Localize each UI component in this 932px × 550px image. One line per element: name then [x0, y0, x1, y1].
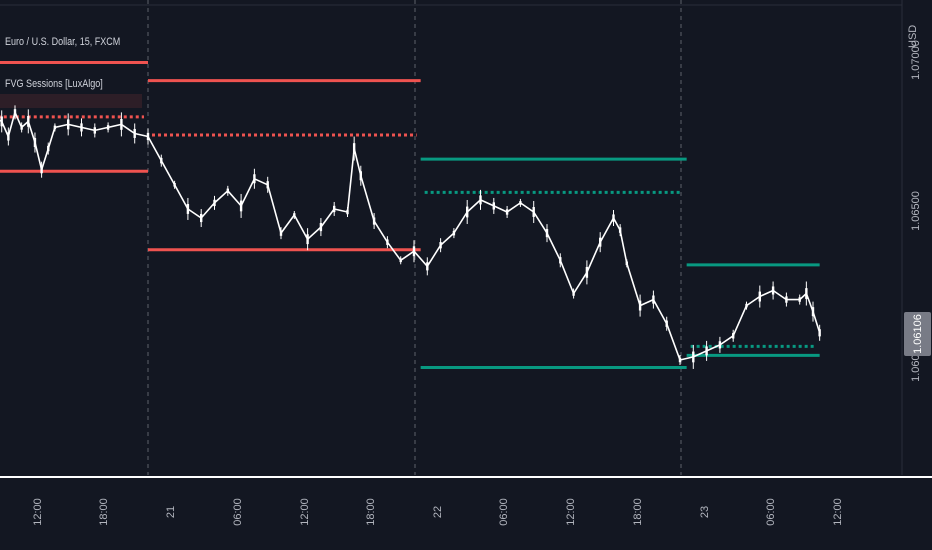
- candle-body: [279, 230, 283, 236]
- candle-body: [505, 209, 509, 215]
- candle-body: [692, 351, 695, 363]
- candle-body: [133, 128, 136, 138]
- day-separators: [0, 0, 902, 475]
- time-tick-label: 12:00: [32, 498, 44, 526]
- last-price-box: [904, 311, 931, 356]
- candle-body: [333, 205, 336, 213]
- candle-body: [33, 138, 37, 148]
- candle-body: [40, 166, 43, 174]
- time-tick-label: 22: [432, 506, 444, 518]
- price-tick-label: 1.07000: [910, 40, 922, 80]
- candle-body: [479, 195, 482, 205]
- candle-body: [612, 214, 615, 222]
- candle-body: [27, 115, 30, 127]
- candle-body: [160, 157, 163, 164]
- candle-body: [426, 262, 429, 271]
- candle-body: [818, 329, 821, 337]
- candle-body: [811, 307, 815, 317]
- candle-body: [771, 286, 775, 295]
- candle-body: [213, 199, 216, 207]
- time-tick-label: 18:00: [365, 498, 377, 526]
- fvg-session-levels: [0, 60, 820, 370]
- candle-body: [519, 201, 522, 205]
- candle-body: [638, 300, 642, 311]
- candle-body: [618, 227, 622, 233]
- candle-body: [745, 303, 748, 308]
- time-tick-label: 12:00: [565, 498, 577, 526]
- candle-body: [20, 125, 23, 130]
- time-tick-label: 21: [165, 506, 177, 518]
- candle-body: [439, 242, 442, 249]
- candle-body: [146, 132, 150, 141]
- candle-body: [466, 206, 469, 218]
- candle-body: [625, 261, 628, 266]
- candle-body: [399, 258, 402, 263]
- candle-body: [80, 123, 83, 132]
- candle-body: [532, 207, 535, 217]
- time-tick-label: 23: [699, 506, 711, 518]
- candle-body: [359, 171, 362, 181]
- candle-body: [319, 223, 323, 232]
- candle-body: [665, 320, 668, 327]
- candle-body: [293, 213, 296, 217]
- last-price-label: 1.06106: [912, 314, 924, 354]
- last-price-marker: 1.06106: [904, 311, 931, 356]
- session-1-fvg-box: [0, 94, 142, 108]
- candle-body: [186, 204, 190, 214]
- candle-body: [412, 246, 416, 257]
- candle-body: [253, 174, 256, 184]
- candle-body: [306, 234, 309, 245]
- candle-body: [13, 109, 17, 116]
- candle-body: [572, 291, 575, 296]
- candle-body: [785, 296, 788, 303]
- price-series: [0, 105, 821, 369]
- candle-body: [805, 288, 808, 299]
- time-tick-label: 06:00: [498, 498, 510, 526]
- candle-body: [372, 217, 376, 225]
- candle-body: [492, 202, 495, 210]
- candle-body: [705, 346, 708, 356]
- candle-body: [452, 230, 456, 236]
- candle-body: [106, 125, 110, 130]
- candle-body: [67, 119, 70, 130]
- candle-body: [47, 145, 50, 152]
- candle-body: [545, 229, 549, 238]
- candle-body: [346, 209, 349, 215]
- candle-body: [678, 357, 682, 363]
- candle-body: [93, 127, 96, 134]
- time-tick-label: 06:00: [765, 498, 777, 526]
- candle-body: [7, 132, 10, 141]
- time-tick-label: 18:00: [98, 498, 110, 526]
- time-tick-label: 06:00: [232, 498, 244, 526]
- time-tick-label: 12:00: [299, 498, 311, 526]
- candle-body: [559, 257, 562, 264]
- candle-body: [120, 119, 123, 130]
- candle-body: [386, 239, 389, 245]
- candle-body: [585, 266, 589, 278]
- candle-body: [200, 213, 203, 223]
- candle-body: [732, 333, 735, 339]
- time-tick-label: 12:00: [832, 498, 844, 526]
- candle-body: [173, 183, 176, 187]
- candle-body: [0, 116, 3, 127]
- candle-body: [53, 125, 57, 130]
- candle-body: [798, 297, 801, 302]
- candle-body: [266, 181, 269, 189]
- candle-body: [239, 200, 243, 212]
- candle-body: [758, 291, 761, 302]
- candle-body: [652, 295, 655, 304]
- symbol-title[interactable]: Euro / U.S. Dollar, 15, FXCM: [5, 36, 121, 48]
- candle-body: [226, 188, 229, 194]
- indicator-label[interactable]: FVG Sessions [LuxAlgo]: [5, 78, 103, 90]
- price-tick-label: 1.06500: [910, 191, 922, 231]
- price-axis-currency: USD: [907, 25, 919, 48]
- candle-body: [718, 341, 722, 349]
- candle-body: [352, 143, 356, 154]
- time-tick-label: 18:00: [632, 498, 644, 526]
- candle-body: [599, 237, 602, 247]
- time-axis[interactable]: 12:00 18:00 21 06:00 12:00 18:00 22 06:00 12:00 1…: [32, 498, 844, 526]
